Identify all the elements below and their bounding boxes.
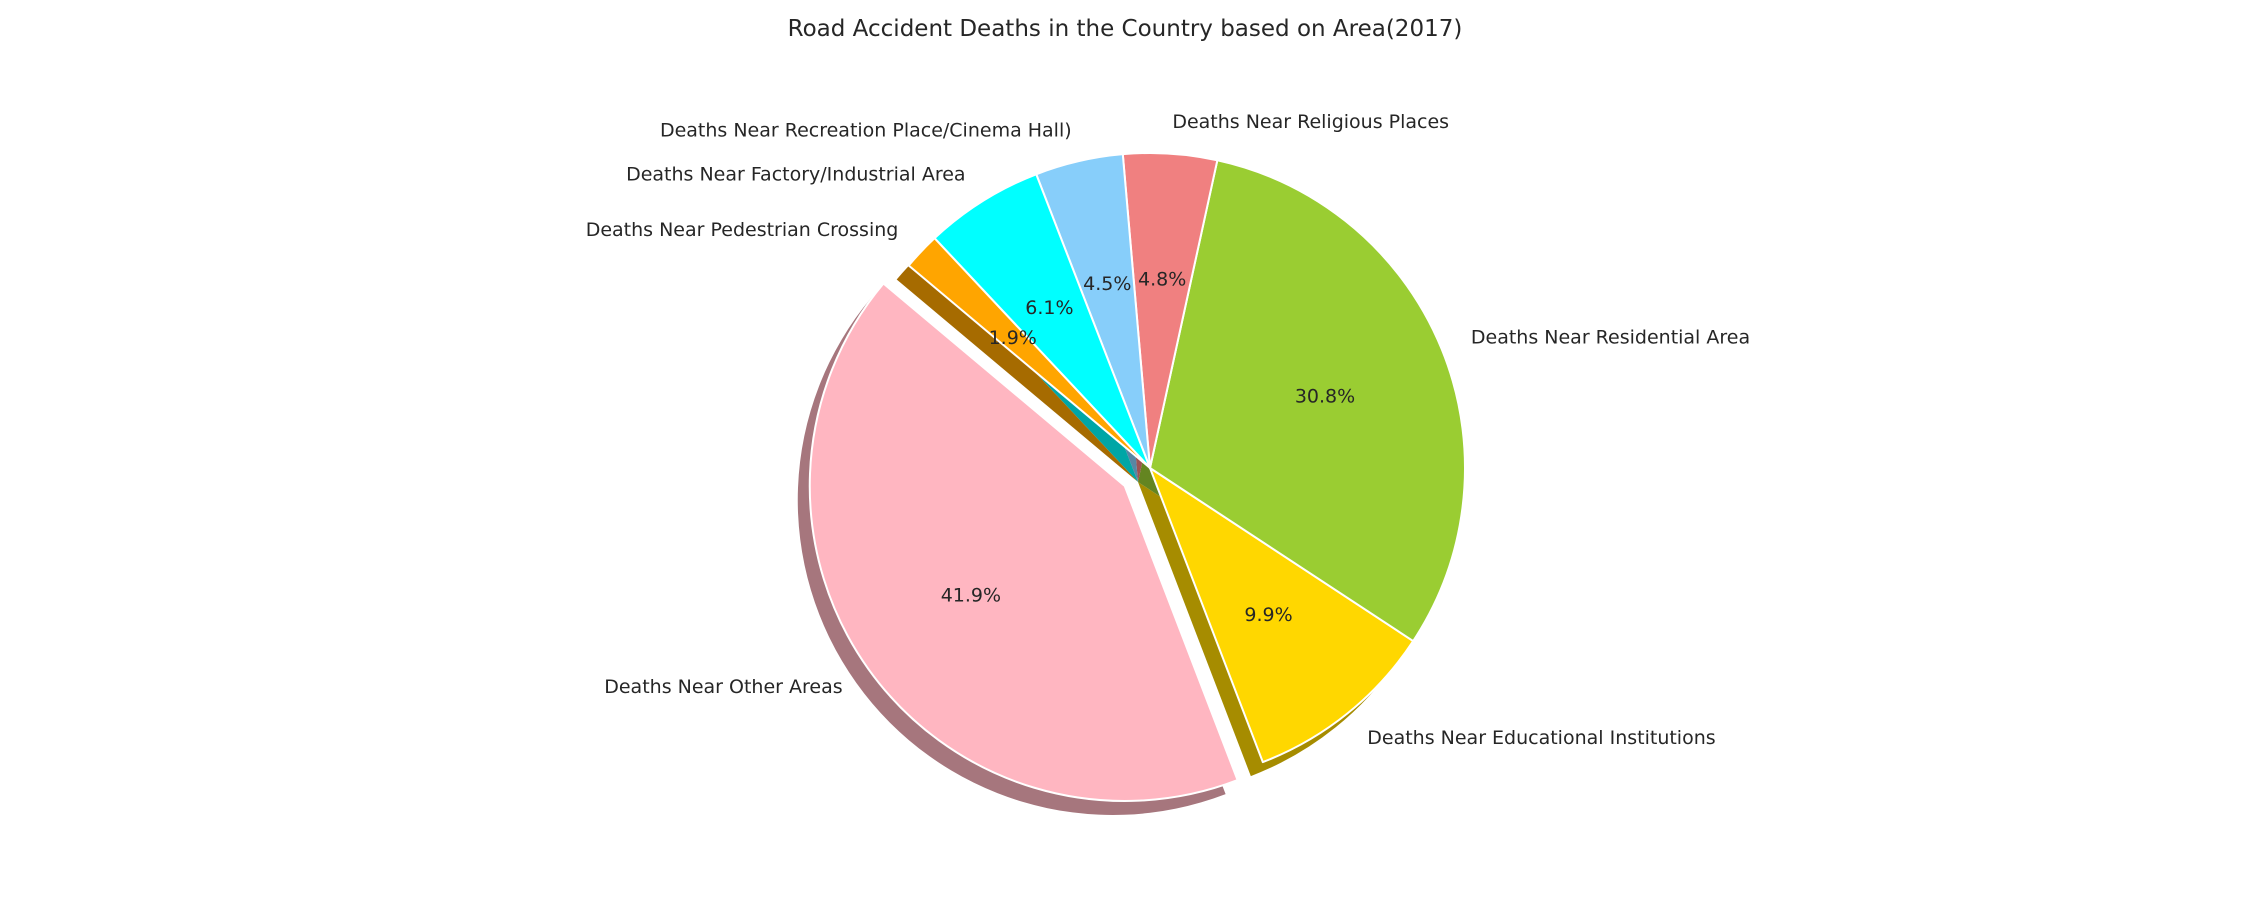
pie-category-label-2: Deaths Near Residential Area (1471, 326, 1750, 348)
chart-title: Road Accident Deaths in the Country base… (787, 16, 1463, 42)
pie-slice-2 (1149, 159, 1466, 643)
pie-category-label-5: Deaths Near Factory/Industrial Area (626, 164, 965, 186)
pie-percent-label-1: 9.9% (1244, 604, 1292, 626)
pie-category-label-1: Deaths Near Educational Institutions (1367, 727, 1715, 749)
pie-slice-0 (808, 282, 1239, 802)
pie-category-label-3: Deaths Near Religious Places (1172, 111, 1449, 133)
pie-percent-label-6: 1.9% (989, 327, 1037, 349)
pie-slice-5 (933, 173, 1151, 469)
pie-percent-label-4: 4.5% (1083, 273, 1131, 295)
pie-category-label-0: Deaths Near Other Areas (604, 676, 842, 698)
pie-slice-shadow (896, 252, 1138, 482)
pie-category-label-6: Deaths Near Pedestrian Crossing (586, 219, 899, 241)
pie-percent-label-2: 30.8% (1295, 386, 1355, 408)
pie-percent-label-0: 41.9% (941, 585, 1001, 607)
pie-category-label-4: Deaths Near Recreation Place/Cinema Hall… (660, 119, 1072, 141)
pie-slice-6 (907, 237, 1151, 469)
pie-percent-label-3: 4.8% (1138, 268, 1186, 290)
pie-percent-label-5: 6.1% (1025, 297, 1073, 319)
pie-slice-1 (1149, 467, 1415, 764)
